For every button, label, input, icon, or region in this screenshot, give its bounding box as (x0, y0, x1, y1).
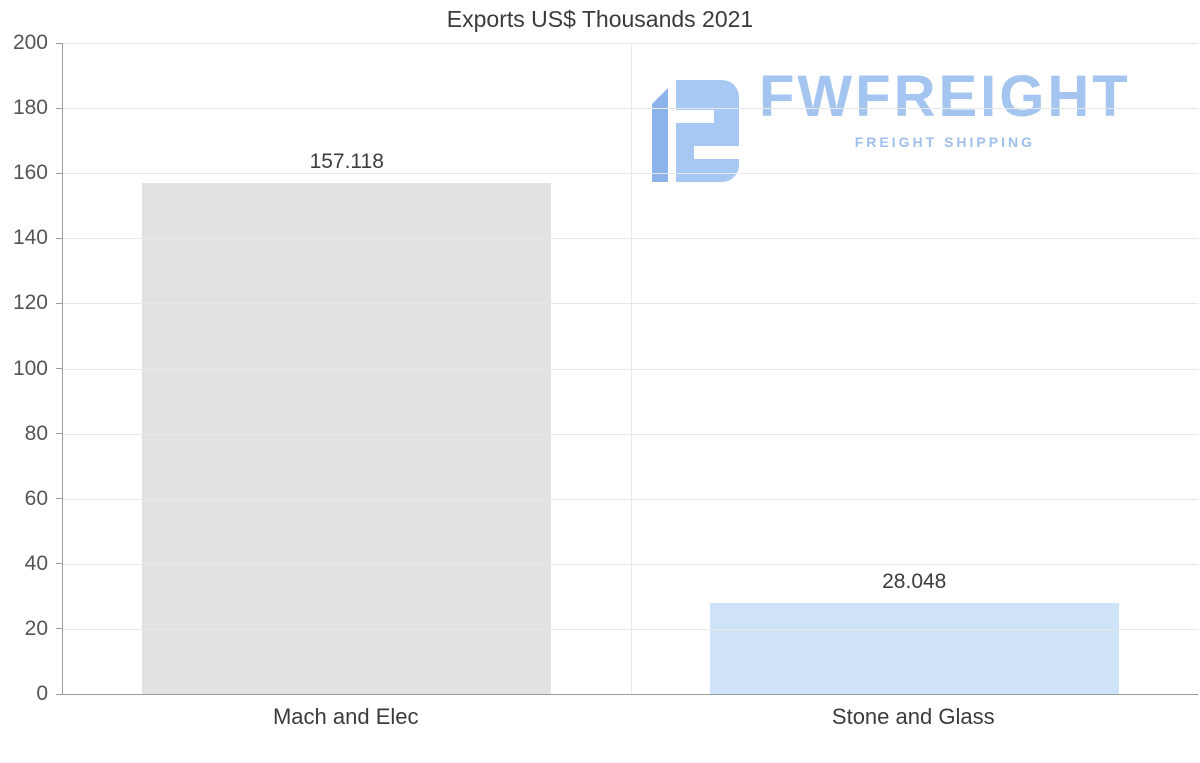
bar-value-label: 157.118 (309, 149, 384, 173)
y-tick-label: 0 (36, 682, 48, 705)
chart-title: Exports US$ Thousands 2021 (446, 6, 754, 32)
y-axis-tick (56, 237, 62, 239)
bar-stone-and-glass (709, 602, 1119, 694)
brand-name: FWFREIGHT (759, 64, 1131, 129)
gridline (63, 303, 1198, 305)
gridline (63, 433, 1198, 435)
bar-mach-and-elec (142, 182, 552, 694)
plot-area: 157.118 28.048 (56, 42, 1198, 695)
gridline (63, 108, 1198, 110)
y-axis-tick (56, 172, 62, 174)
y-axis-labels: 0 20 40 60 80 100 120 140 160 180 200 (0, 31, 48, 705)
watermark-text: FWFREIGHT FREIGHT SHIPPING (759, 64, 1131, 151)
gridline (63, 368, 1198, 370)
x-tick-label: Stone and Glass (831, 704, 995, 729)
freight-logo-icon (652, 80, 739, 182)
y-axis-tick (56, 107, 62, 109)
gridline (63, 238, 1198, 240)
x-tick-label: Mach and Elec (272, 704, 419, 729)
y-tick-label: 60 (24, 486, 48, 510)
y-axis-tick (56, 302, 62, 304)
y-tick-label: 120 (12, 291, 48, 315)
category-cell: 28.048 (631, 43, 1199, 694)
watermark: FWFREIGHT FREIGHT SHIPPING (648, 68, 1131, 182)
gridline (63, 43, 1198, 44)
gridline (63, 628, 1198, 630)
y-tick-label: 160 (12, 161, 48, 185)
gridline (63, 563, 1198, 565)
y-axis-tick (56, 433, 62, 435)
y-axis-tick (56, 693, 62, 695)
y-tick-label: 40 (24, 551, 48, 575)
bar-value-label: 28.048 (882, 569, 947, 593)
y-tick-label: 200 (12, 31, 48, 54)
y-tick-label: 20 (24, 616, 48, 640)
y-axis-tick (56, 368, 62, 369)
gridline (63, 498, 1198, 500)
y-axis-tick (56, 628, 62, 630)
y-axis-tick (56, 498, 62, 500)
category-cell: 157.118 (63, 43, 631, 694)
y-axis-tick (56, 42, 62, 44)
y-tick-label: 140 (12, 226, 48, 250)
y-tick-label: 80 (24, 421, 48, 445)
y-tick-label: 180 (12, 96, 48, 120)
y-axis-tick (56, 563, 62, 565)
gridline (63, 173, 1198, 175)
brand-tagline: FREIGHT SHIPPING (854, 134, 1035, 150)
x-axis-labels: Mach and Elec Stone and Glass (62, 704, 1197, 730)
bars: 157.118 28.048 (63, 43, 1198, 694)
y-tick-label: 100 (12, 356, 48, 380)
